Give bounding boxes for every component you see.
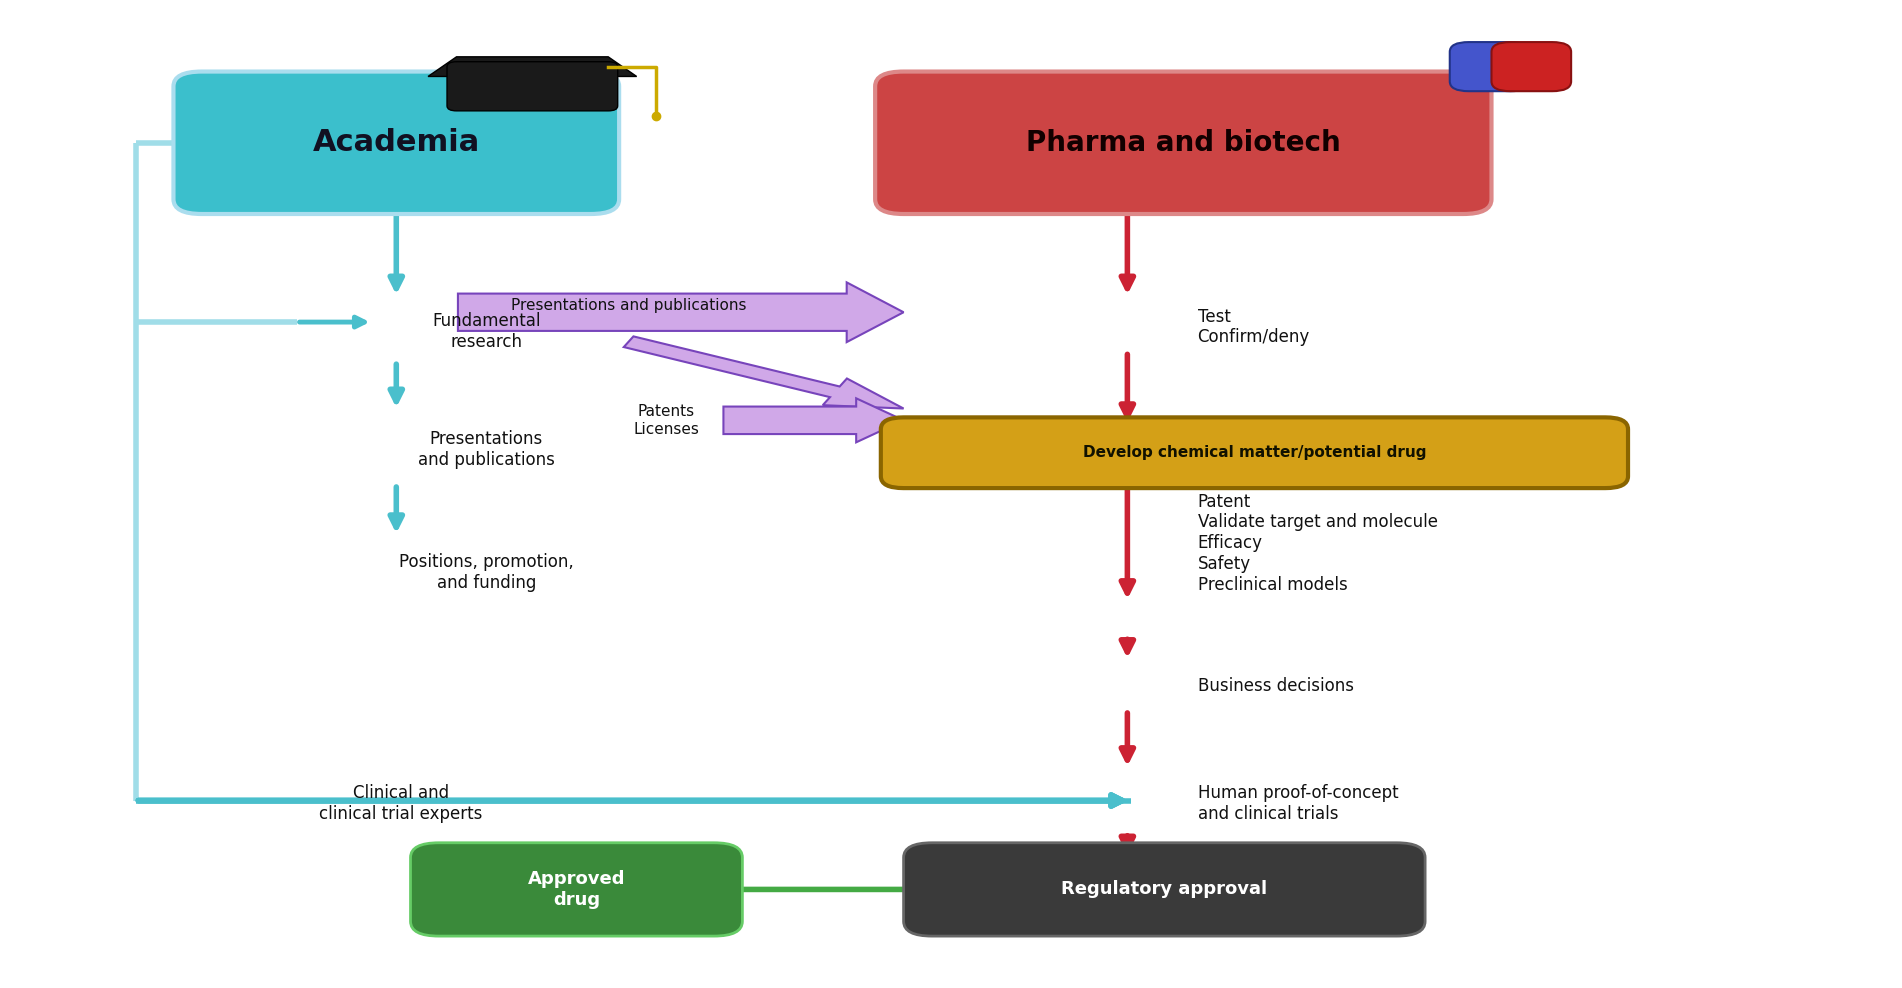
- FancyArrow shape: [723, 398, 903, 443]
- FancyBboxPatch shape: [1491, 42, 1571, 91]
- Polygon shape: [428, 57, 637, 76]
- Polygon shape: [624, 336, 903, 408]
- FancyBboxPatch shape: [411, 843, 742, 936]
- FancyBboxPatch shape: [903, 843, 1425, 936]
- Text: Regulatory approval: Regulatory approval: [1061, 880, 1267, 898]
- FancyBboxPatch shape: [875, 71, 1491, 214]
- Text: Test
Confirm/deny: Test Confirm/deny: [1198, 307, 1310, 347]
- FancyBboxPatch shape: [447, 61, 618, 111]
- Text: Presentations and publications: Presentations and publications: [512, 297, 746, 313]
- FancyArrow shape: [458, 283, 903, 342]
- Text: Clinical and
clinical trial experts: Clinical and clinical trial experts: [320, 784, 483, 823]
- Text: Approved
drug: Approved drug: [527, 870, 626, 909]
- Text: Patent
Validate target and molecule
Efficacy
Safety
Preclinical models: Patent Validate target and molecule Effi…: [1198, 493, 1438, 594]
- Text: Business decisions: Business decisions: [1198, 677, 1354, 695]
- Text: Academia: Academia: [312, 128, 479, 157]
- Text: Positions, promotion,
and funding: Positions, promotion, and funding: [399, 553, 574, 592]
- Text: Develop chemical matter/potential drug: Develop chemical matter/potential drug: [1082, 446, 1426, 460]
- Text: Human proof-of-concept
and clinical trials: Human proof-of-concept and clinical tria…: [1198, 784, 1398, 823]
- Text: Patents
Licenses: Patents Licenses: [633, 404, 700, 437]
- Text: Presentations
and publications: Presentations and publications: [418, 431, 555, 469]
- FancyBboxPatch shape: [173, 71, 620, 214]
- Text: Fundamental
research: Fundamental research: [432, 312, 540, 352]
- Text: Pharma and biotech: Pharma and biotech: [1025, 128, 1341, 157]
- FancyBboxPatch shape: [881, 417, 1628, 488]
- FancyBboxPatch shape: [1449, 42, 1529, 91]
